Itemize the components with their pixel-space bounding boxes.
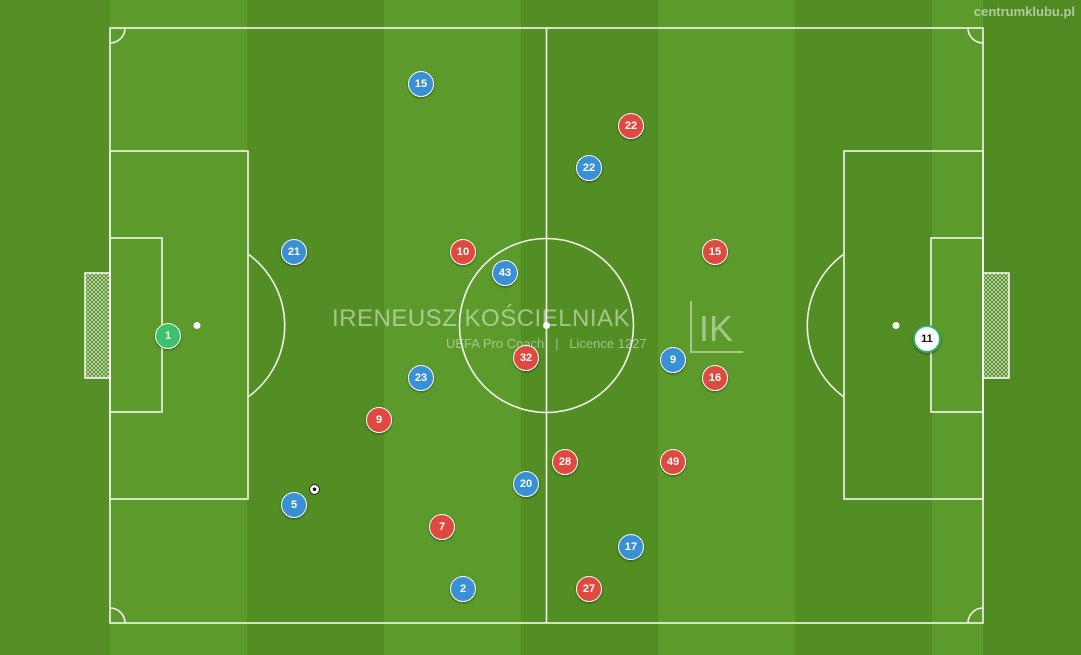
- player-token[interactable]: 15: [702, 239, 728, 265]
- center-circle: [458, 237, 635, 414]
- player-token[interactable]: 5: [281, 492, 307, 518]
- player-token[interactable]: 28: [552, 449, 578, 475]
- player-token[interactable]: 23: [408, 365, 434, 391]
- player-token[interactable]: 2: [450, 576, 476, 602]
- left-penalty-arc: [247, 253, 286, 398]
- player-token[interactable]: 9: [366, 407, 392, 433]
- player-token[interactable]: 43: [492, 260, 518, 286]
- corner-arc-tl: [109, 27, 126, 44]
- player-token[interactable]: 11: [913, 325, 941, 353]
- right-penalty-arc: [806, 253, 845, 398]
- left-goal: [84, 272, 111, 379]
- player-token[interactable]: 21: [281, 239, 307, 265]
- player-token[interactable]: 49: [660, 449, 686, 475]
- player-token[interactable]: 1: [155, 323, 181, 349]
- player-token[interactable]: 17: [618, 534, 644, 560]
- right-goal: [982, 272, 1010, 379]
- corner-arc-bl: [109, 607, 126, 624]
- watermark-name: IRENEUSZ KOŚCIELNIAK: [332, 305, 631, 332]
- ik-logo-icon: IK: [690, 301, 743, 353]
- watermark-subtitle: UEFA Pro Coach | Licence 1227: [446, 336, 647, 351]
- logo-letters: IK: [699, 308, 733, 349]
- player-token[interactable]: 10: [450, 239, 476, 265]
- spots: [193, 322, 900, 329]
- player-token[interactable]: 20: [513, 471, 539, 497]
- player-token[interactable]: 15: [408, 71, 434, 97]
- site-label: centrumklubu.pl: [973, 4, 1075, 19]
- player-token[interactable]: 7: [429, 514, 455, 540]
- player-token[interactable]: 32: [513, 345, 539, 371]
- corner-arc-tr: [967, 27, 984, 44]
- player-token[interactable]: 9: [660, 347, 686, 373]
- football-icon[interactable]: [309, 484, 320, 495]
- player-token[interactable]: 22: [576, 155, 602, 181]
- right-penalty-spot: [892, 322, 900, 329]
- player-token[interactable]: 27: [576, 576, 602, 602]
- corner-arc-br: [967, 607, 984, 624]
- center-spot: [543, 322, 550, 329]
- player-token[interactable]: 22: [618, 113, 644, 139]
- left-penalty-spot: [193, 322, 201, 329]
- player-token[interactable]: 16: [702, 365, 728, 391]
